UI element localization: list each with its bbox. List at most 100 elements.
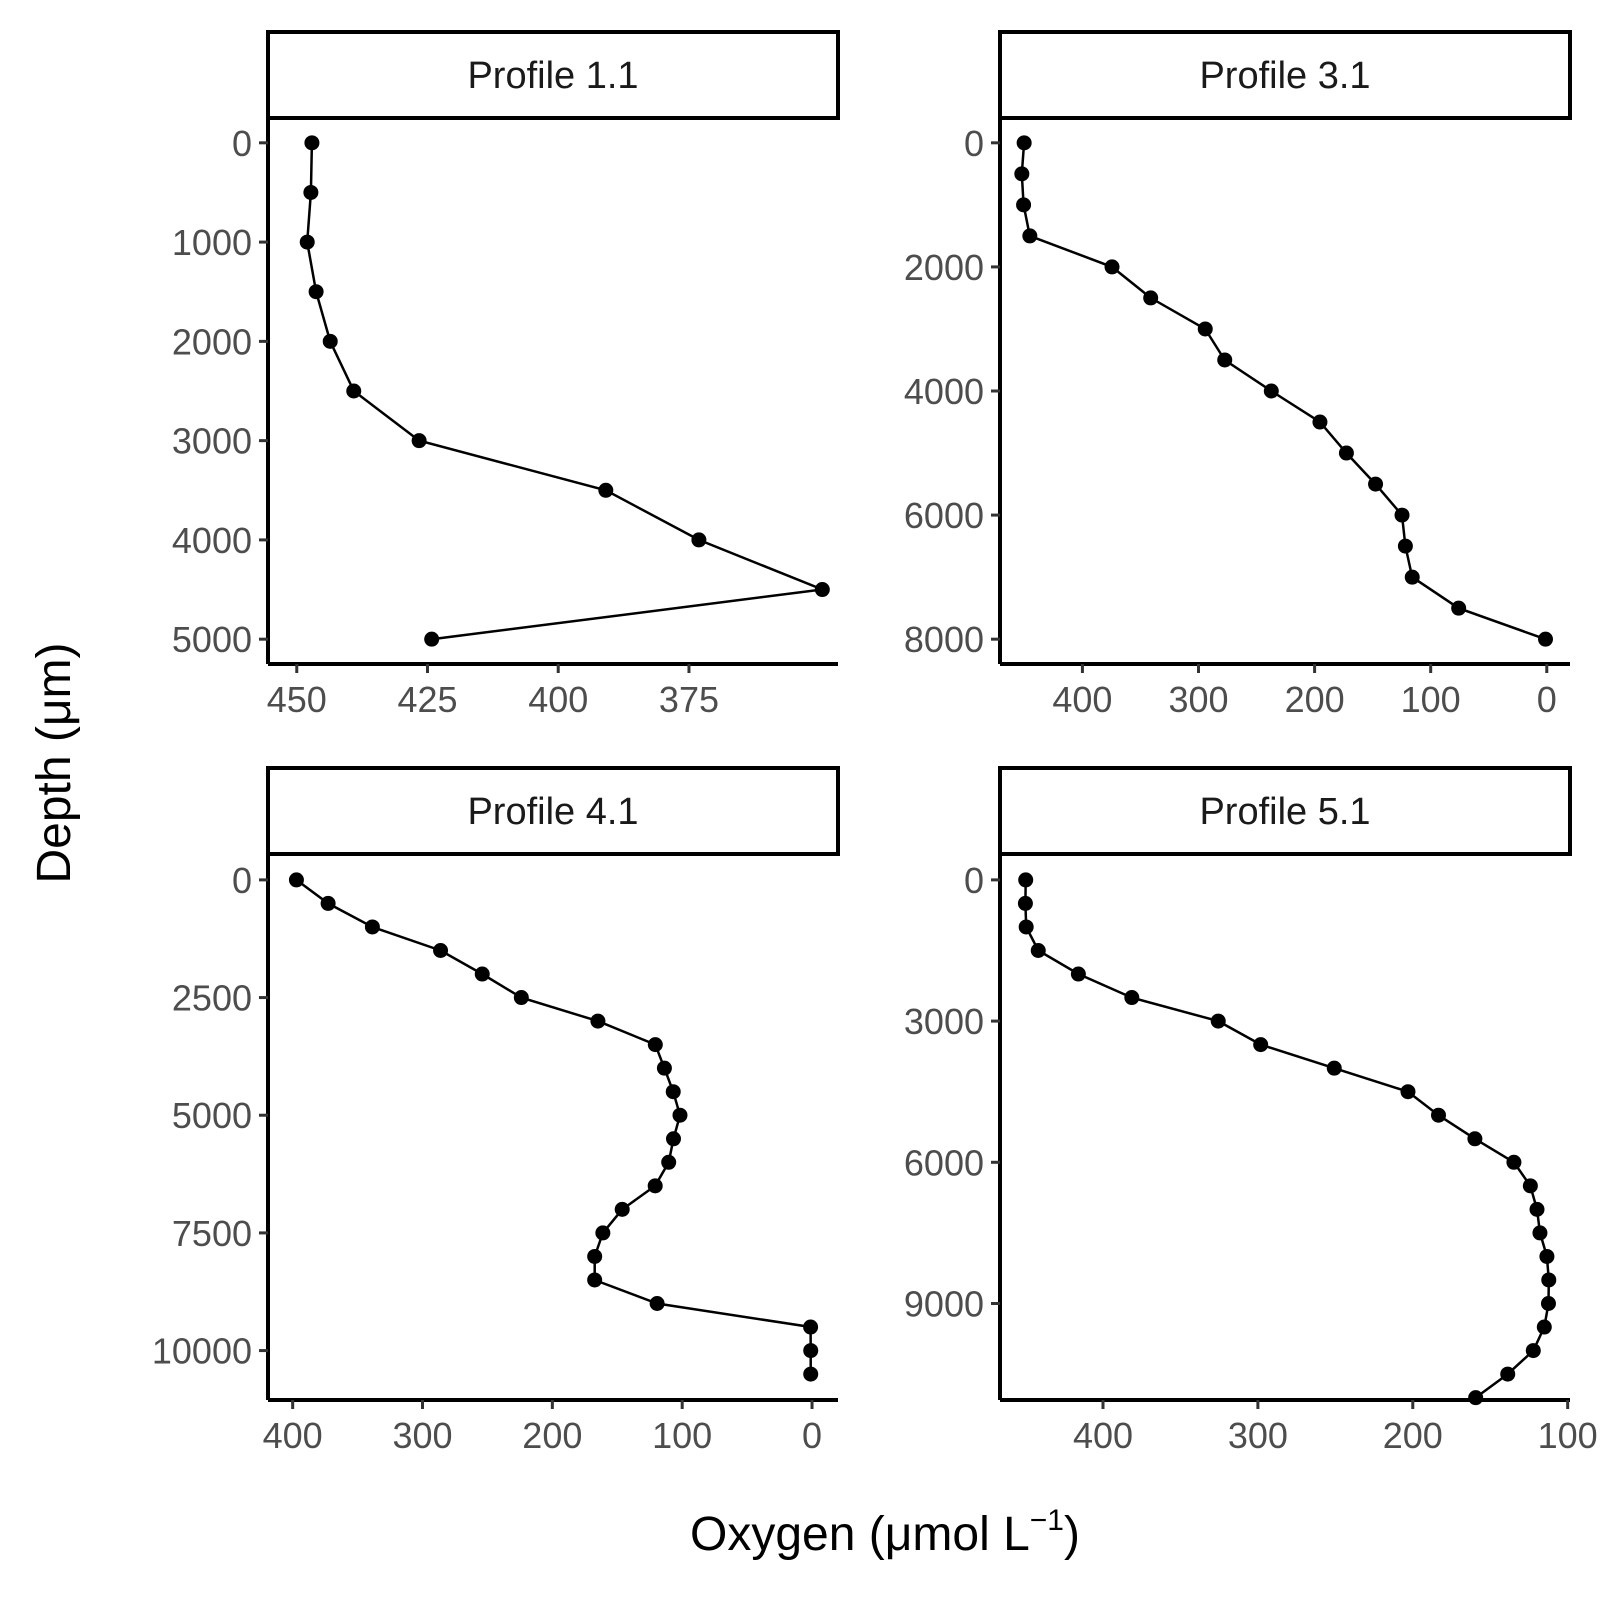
profile-point [672,1107,688,1123]
profile-point [1014,166,1030,182]
profile-point [513,990,529,1006]
profile-point [1430,1107,1446,1123]
profile-point [1397,538,1413,554]
profile-point [322,333,338,349]
panel-3: Profile 4.1 0 2500 5000 7500 10000 400 300 200 10… [152,766,840,1456]
x-tick-label: 100 [1401,679,1461,720]
y-tick-label: 8000 [904,619,984,660]
profile-point [1217,352,1233,368]
profile-point [1210,1013,1226,1029]
profile-point [1404,569,1420,585]
profile-point [1016,197,1032,213]
x-tick-label: 200 [1383,1415,1443,1456]
x-tick-label: 200 [1285,679,1345,720]
panel-strip [266,766,840,856]
panel-1: Profile 1.1 0 1000 2000 3000 4000 5000 450 425 40… [172,30,840,720]
profile-point [803,1366,819,1382]
x-tick-label: 375 [659,679,719,720]
y-tick-label: 10000 [152,1331,252,1372]
profile-point [590,1013,606,1029]
x-tick-label: 400 [263,1415,323,1456]
profile-point [1400,1084,1416,1100]
y-tick-label: 0 [964,860,984,901]
x-tick-label: 300 [392,1415,452,1456]
profile-point [1338,445,1354,461]
profile-point [1394,507,1410,523]
profile-point [1022,228,1038,244]
x-tick-label: 100 [1538,1415,1598,1456]
x-tick-label: 0 [802,1415,822,1456]
x-tick-label: 400 [528,679,588,720]
profile-point [1104,259,1120,275]
profile-point [299,234,315,250]
y-tick-label: 7500 [172,1213,252,1254]
y-tick-label: 0 [232,123,252,164]
profile-point [1522,1178,1538,1194]
profile-point [614,1201,630,1217]
y-tick-label: 6000 [904,1142,984,1183]
y-tick-label: 5000 [172,619,252,660]
profile-point [1468,1390,1484,1406]
profile-point [595,1225,611,1241]
y-tick-label: 3000 [904,1001,984,1042]
y-axis-title: Depth (μm) [28,642,81,883]
profile-point [474,966,490,982]
profile-point [1529,1201,1545,1217]
profile-point [1124,990,1140,1006]
x-axis-title-superscript: −1 [1030,1504,1064,1537]
x-tick-label: 300 [1168,679,1228,720]
profile-point [1018,872,1034,888]
x-axis-title-tail: ) [1064,1508,1080,1561]
profile-point [433,942,449,958]
panel-2: Profile 3.1 0 2000 4000 6000 8000 400 300 200 100… [904,30,1572,720]
profile-point [288,872,304,888]
x-axis-title: Oxygen (μmol L−1) [690,1504,1080,1561]
x-tick-label: 425 [397,679,457,720]
profile-point [1197,321,1213,337]
profile-point [1016,135,1032,151]
profile-point [411,433,427,449]
profile-point [598,482,614,498]
profile-point [1263,383,1279,399]
x-tick-label: 100 [652,1415,712,1456]
profile-point [1018,919,1034,935]
profile-line [1020,142,1546,641]
profile-point [691,532,707,548]
panel-strip-label: Profile 5.1 [1199,791,1370,833]
x-tick-label: 0 [1537,679,1557,720]
profile-point [308,284,324,300]
profile-point [587,1248,603,1264]
profile-point [303,184,319,200]
profile-point [304,135,320,151]
y-tick-label: 2000 [172,321,252,362]
y-tick-label: 3000 [172,421,252,462]
y-tick-label: 4000 [904,371,984,412]
profile-point [1506,1154,1522,1170]
x-tick-label: 400 [1052,679,1112,720]
profile-point [1070,966,1086,982]
profile-point [803,1319,819,1335]
profile-point [814,582,830,598]
profile-point [803,1343,819,1359]
profile-point [1541,1272,1557,1288]
y-tick-label: 0 [964,123,984,164]
profile-point [665,1131,681,1147]
profile-point [1538,631,1554,647]
y-tick-label: 5000 [172,1095,252,1136]
x-tick-label: 200 [522,1415,582,1456]
profile-point [1253,1037,1269,1053]
profile-point [661,1154,677,1170]
panel-strip [998,30,1572,120]
profile-point [1540,1296,1556,1312]
profile-point [649,1296,665,1312]
profile-point [1143,290,1159,306]
profile-point [587,1272,603,1288]
profile-line [295,878,812,1375]
y-tick-label: 0 [232,860,252,901]
y-tick-label: 2500 [172,978,252,1019]
profile-point [1467,1131,1483,1147]
panel-strip [998,766,1572,856]
panel-strip-label: Profile 1.1 [467,55,638,97]
